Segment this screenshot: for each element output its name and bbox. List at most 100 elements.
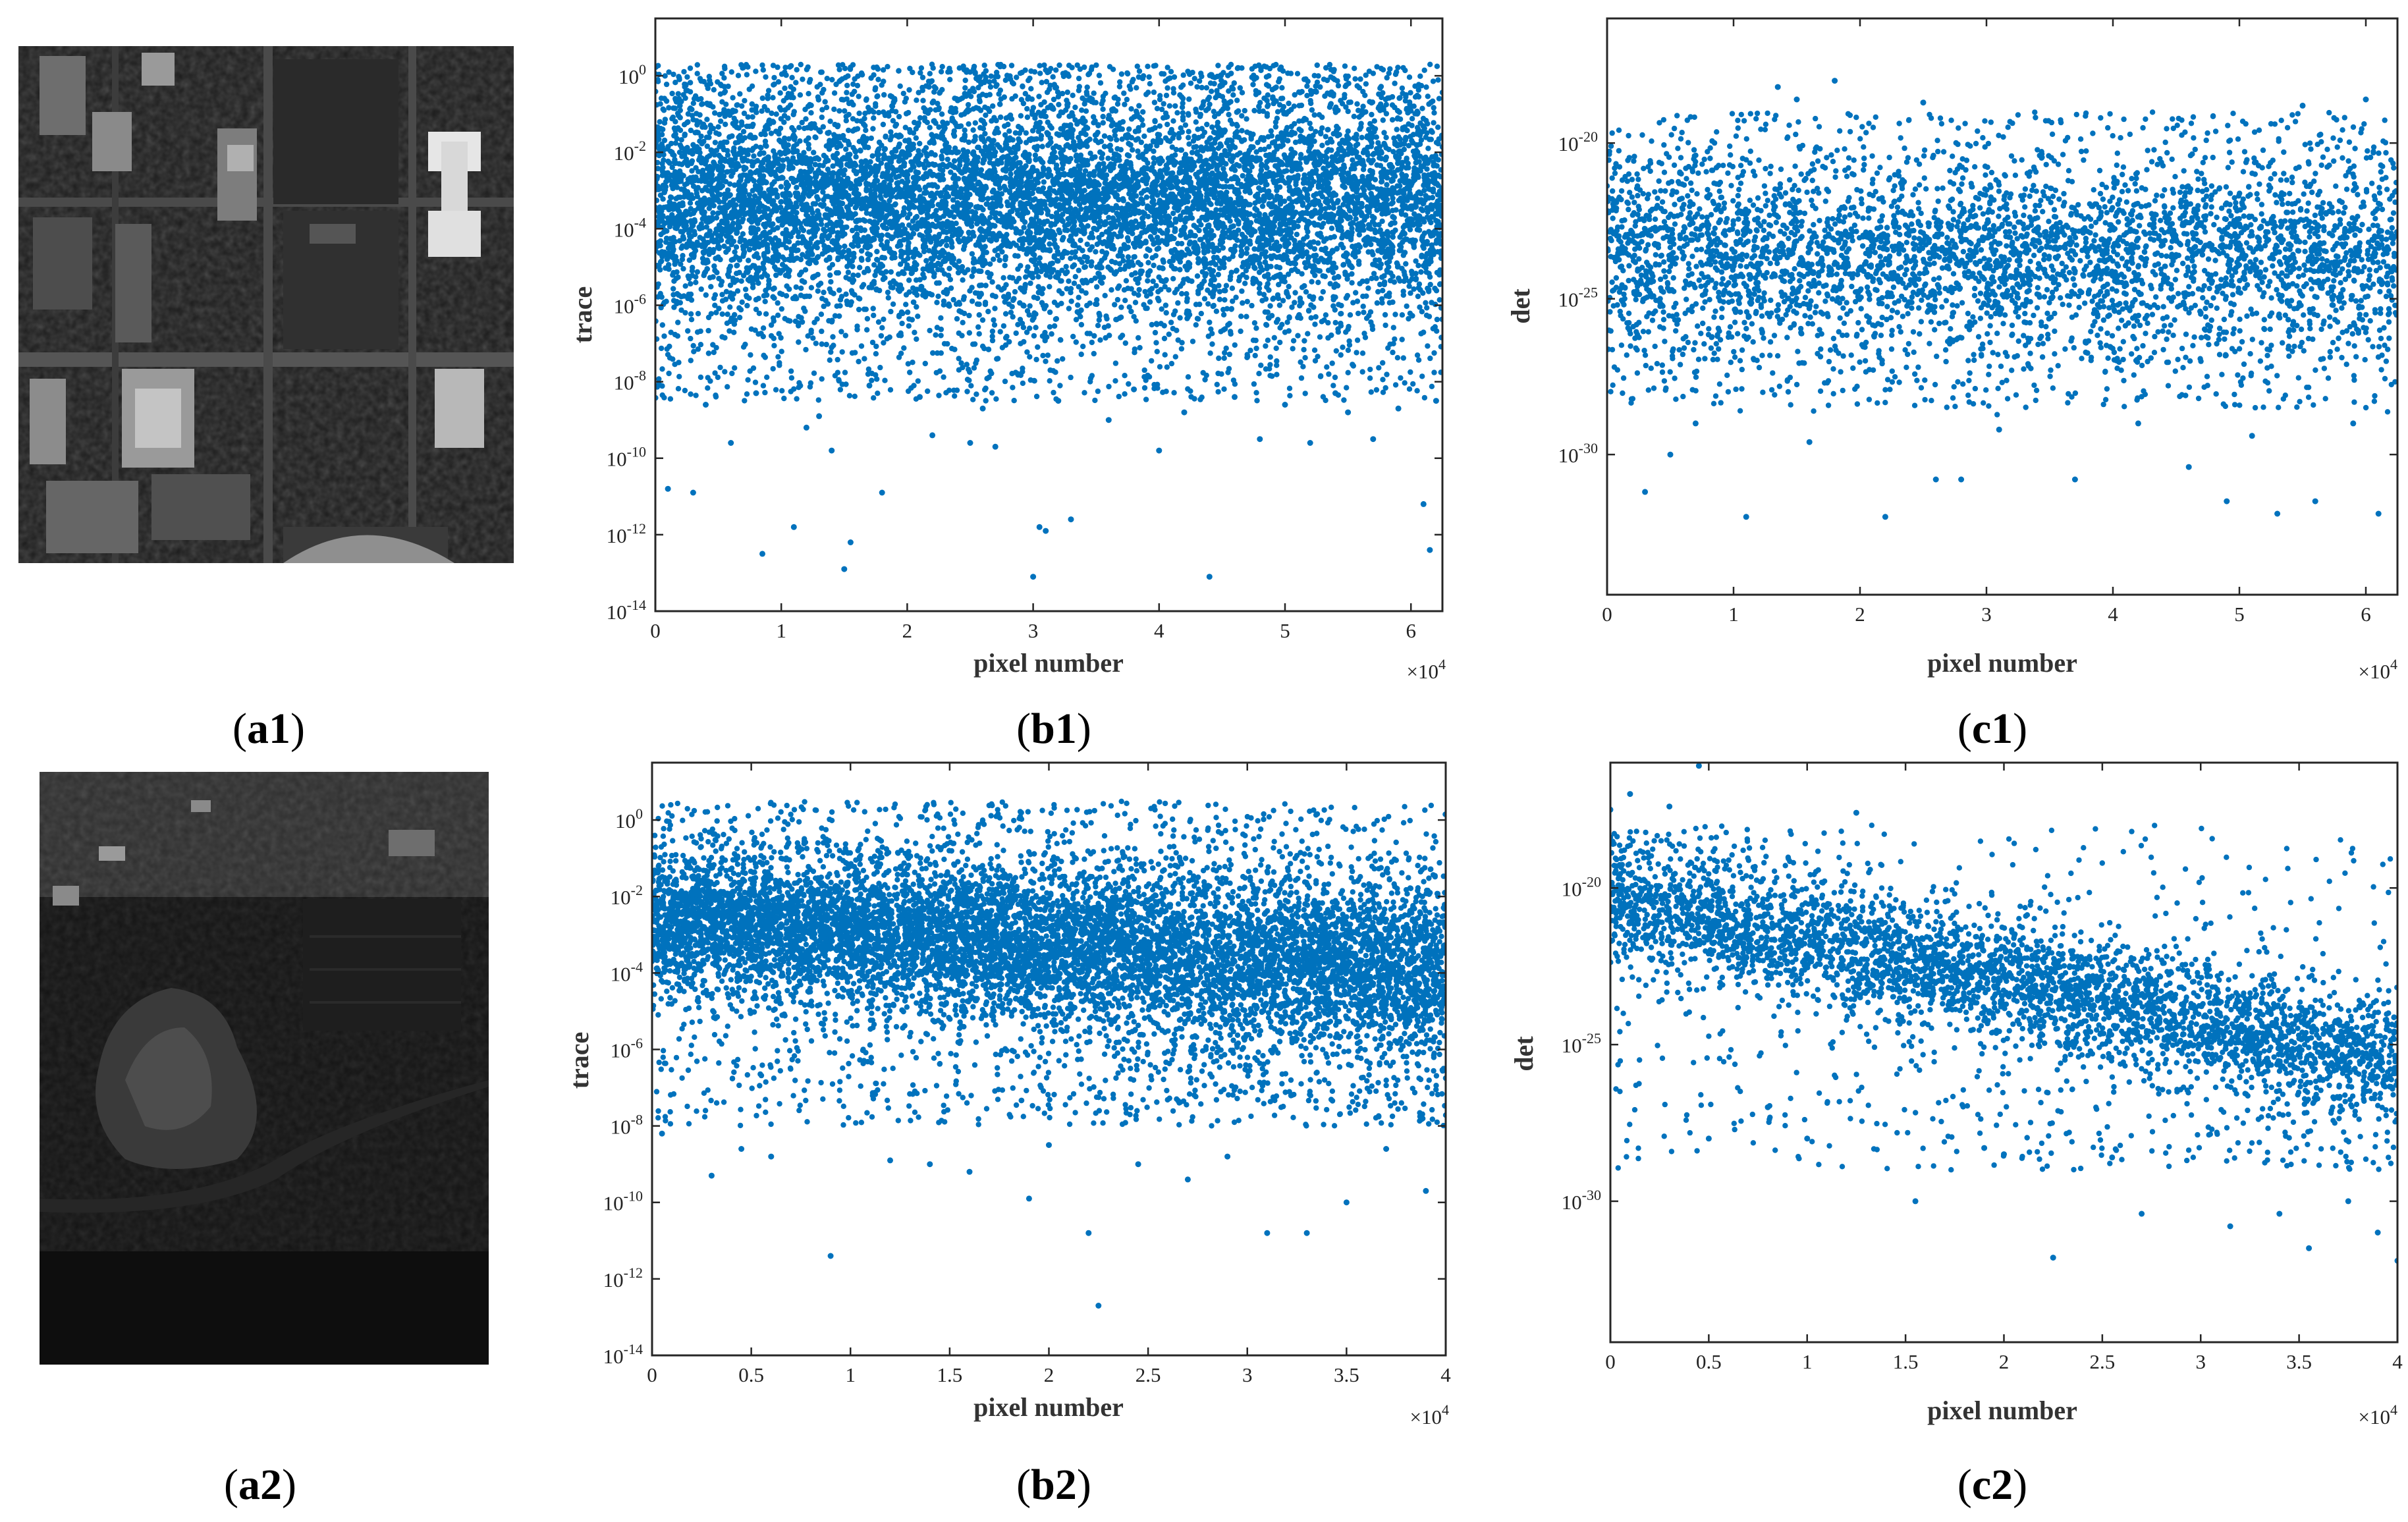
scatter-point [852,238,858,244]
scatter-point [1094,284,1100,290]
scatter-point [1290,338,1297,344]
scatter-point [1145,259,1151,265]
scatter-point [1250,82,1256,88]
scatter-point [786,286,792,292]
scatter-point [1329,360,1335,366]
scatter-point [803,116,809,122]
scatter-point [1336,274,1342,280]
scatter-point [1309,107,1315,113]
scatter-point [1175,337,1181,343]
scatter-point [1345,369,1351,375]
scatter-point [911,180,917,186]
scatter-point [1399,312,1406,318]
scatter-point [1253,390,1259,396]
scatter-point [750,365,757,371]
scatter-point [1176,134,1182,141]
scatter-point [1040,238,1047,244]
scatter-point [1209,88,1215,94]
scatter-point [1199,84,1205,91]
scatter-point [1389,117,1396,123]
scatter-point [1319,114,1325,121]
scatter-point [1027,303,1033,309]
scatter-point [1265,281,1271,287]
scatter-point [1118,335,1124,340]
scatter-point [740,253,746,259]
scatter-point [824,222,830,229]
scatter-point [1138,139,1145,146]
scatter-point [914,213,920,220]
scatter-point [1157,228,1163,234]
scatter-point [944,242,950,248]
scatter-point [1252,352,1258,359]
scatter-point [1417,73,1423,79]
scatter-point [970,260,977,266]
scatter-point [1240,204,1247,210]
scatter-point [814,194,820,200]
scatter-point [1133,128,1139,134]
scatter-point [705,327,711,334]
scatter-point [1216,355,1222,362]
scatter-point [740,128,747,134]
scatter-point [869,377,875,383]
scatter-point [1087,300,1093,306]
scatter-point [712,302,718,308]
scatter-point [839,349,845,355]
scatter-point [827,138,833,144]
scatter-point [1240,173,1245,179]
scatter-point [775,354,781,360]
scatter-point [1093,249,1099,255]
scatter-point [1253,337,1259,344]
scatter-point [989,328,996,335]
scatter-point [663,81,670,88]
scatter-point [693,279,699,285]
scatter-point [1081,390,1087,396]
scatter-point [1045,352,1051,358]
scatter-point [912,329,917,335]
scatter-point [1072,104,1078,111]
scatter-point [835,356,840,363]
scatter-point [1002,141,1008,147]
scatter-point [730,95,736,101]
scatter-point [970,127,976,133]
scatter-point [1425,146,1431,151]
scatter-point [1357,76,1363,82]
scatter-point [1028,86,1034,92]
scatter-point [1335,125,1341,132]
scatter-point [1254,398,1260,404]
scatter-point [1144,205,1151,211]
scatter-point [807,384,813,390]
scatter-point [989,279,995,285]
scatter-point [1424,305,1430,311]
scatter-point [719,298,726,304]
scatter-point [1384,74,1390,81]
scatter-point [900,90,907,97]
scatter-point [978,167,985,173]
scatter-point [1230,223,1236,229]
scatter-point [896,68,902,74]
scatter-point [1180,110,1186,116]
scatter-point [1097,149,1103,155]
scatter-point [1201,129,1208,136]
scatter-point [821,197,827,203]
scatter-point [1214,381,1220,387]
scatter-point [1292,92,1298,98]
scatter-point [913,135,919,141]
scatter-point [959,170,965,176]
scatter-point [1085,223,1091,229]
scatter-point [1147,299,1153,305]
scatter-point [1037,70,1043,76]
scatter-point [1421,67,1427,73]
scatter-point [964,389,970,394]
scatter-point [1435,77,1441,83]
scatter-point [1049,213,1055,219]
scatter-point [1382,322,1388,329]
scatter-point [1073,317,1080,323]
scatter-point [1137,344,1143,351]
scatter-point [857,265,863,271]
scatter-point [716,275,722,282]
scatter-point [931,89,937,95]
scatter-point [1267,303,1273,309]
scatter-point [838,329,844,335]
scatter-point [1151,160,1157,166]
scatter-point [811,149,817,155]
